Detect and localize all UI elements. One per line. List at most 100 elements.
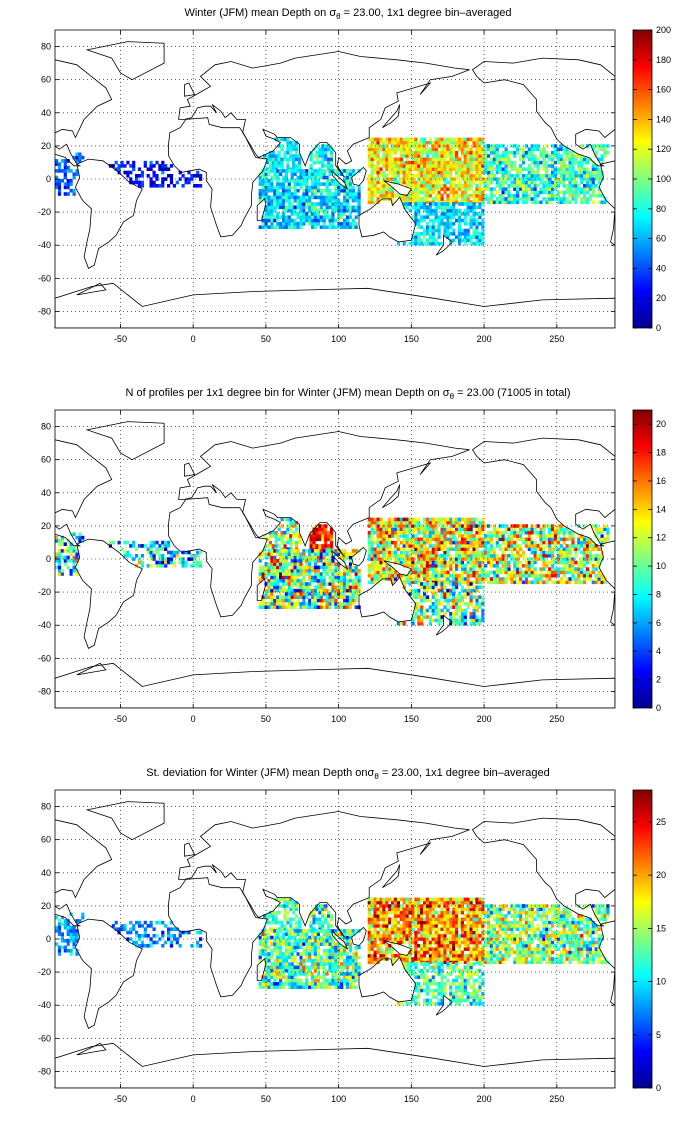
data-cell xyxy=(562,200,566,205)
data-cell xyxy=(423,517,427,522)
data-cell xyxy=(146,564,150,568)
data-cell xyxy=(423,560,427,565)
data-cell xyxy=(319,188,323,193)
data-cell xyxy=(466,187,470,191)
data-cell xyxy=(481,170,485,175)
data-cell xyxy=(583,580,587,585)
data-cell xyxy=(588,570,592,575)
data-cell xyxy=(376,190,380,195)
data-cell xyxy=(287,552,291,556)
data-cell xyxy=(606,534,610,538)
data-cell xyxy=(289,524,293,528)
data-cell xyxy=(411,184,415,188)
data-cell xyxy=(117,167,121,171)
data-cell xyxy=(373,157,377,162)
data-cell xyxy=(370,180,374,185)
data-cell xyxy=(449,567,453,571)
data-cell xyxy=(571,573,575,578)
data-cell xyxy=(258,575,262,580)
data-cell xyxy=(267,549,271,553)
data-cell xyxy=(385,557,389,561)
data-cell xyxy=(123,550,127,555)
data-cell xyxy=(75,535,79,540)
data-cell xyxy=(507,540,511,545)
data-cell xyxy=(542,554,546,558)
data-cell xyxy=(478,570,482,575)
data-cell xyxy=(393,573,398,578)
data-cell xyxy=(370,164,374,168)
data-cell xyxy=(75,169,79,173)
data-cell xyxy=(414,157,418,162)
data-cell xyxy=(376,573,380,578)
data-cell xyxy=(478,147,482,152)
data-cell xyxy=(293,552,297,556)
data-cell xyxy=(524,527,528,532)
data-cell xyxy=(351,565,355,570)
data-cell xyxy=(391,573,395,578)
data-cell xyxy=(296,549,300,553)
data-cell xyxy=(428,241,432,246)
data-cell xyxy=(292,520,296,525)
data-cell xyxy=(299,552,303,556)
data-cell xyxy=(600,537,604,542)
data-cell xyxy=(388,570,392,575)
data-cell xyxy=(270,215,274,219)
data-cell xyxy=(428,193,432,198)
data-cell xyxy=(308,169,312,173)
data-cell xyxy=(431,212,435,216)
data-cell xyxy=(293,555,297,560)
data-cell xyxy=(379,144,383,148)
data-cell xyxy=(267,582,271,586)
data-cell xyxy=(308,565,312,570)
data-cell xyxy=(281,208,286,213)
data-cell xyxy=(440,202,444,206)
data-cell xyxy=(556,554,560,558)
data-cell xyxy=(322,559,326,563)
data-cell xyxy=(489,577,494,581)
data-cell xyxy=(328,182,332,186)
data-cell xyxy=(457,605,462,609)
data-cell xyxy=(308,205,312,210)
data-cell xyxy=(516,184,520,188)
data-cell xyxy=(504,164,508,168)
data-cell xyxy=(417,184,421,188)
data-cell xyxy=(440,573,444,578)
data-cell xyxy=(425,150,430,155)
data-cell xyxy=(299,185,303,190)
data-cell xyxy=(393,560,398,565)
data-cell xyxy=(273,175,277,180)
data-cell xyxy=(443,530,447,535)
data-cell xyxy=(417,582,421,586)
data-cell xyxy=(463,144,467,148)
data-cell xyxy=(280,144,284,148)
data-cell xyxy=(446,222,450,226)
data-cell xyxy=(469,567,473,571)
data-cell xyxy=(481,564,485,568)
data-cell xyxy=(181,174,185,178)
data-cell xyxy=(279,195,283,200)
data-cell xyxy=(472,621,476,626)
data-cell xyxy=(331,592,335,596)
data-cell xyxy=(370,530,374,535)
data-cell xyxy=(373,547,377,551)
data-cell xyxy=(370,170,374,175)
data-cell xyxy=(425,573,430,578)
data-cell xyxy=(78,155,82,160)
data-cell xyxy=(565,164,569,168)
data-cell xyxy=(463,608,467,613)
data-cell xyxy=(302,592,306,596)
data-cell xyxy=(452,588,456,593)
data-cell xyxy=(466,577,470,581)
data-cell xyxy=(539,580,543,585)
data-cell xyxy=(556,560,560,565)
data-cell xyxy=(498,144,502,148)
data-cell xyxy=(81,155,85,160)
map-plot-svg: -50 0 50 100 150 200 250-80-60-40-200204060800… xyxy=(38,789,666,1104)
data-cell xyxy=(281,598,286,603)
data-cell xyxy=(268,910,272,915)
data-cell xyxy=(340,188,344,193)
data-cell xyxy=(559,160,563,165)
data-cell xyxy=(158,554,162,558)
data-cell xyxy=(425,554,430,558)
data-cell xyxy=(322,598,326,603)
